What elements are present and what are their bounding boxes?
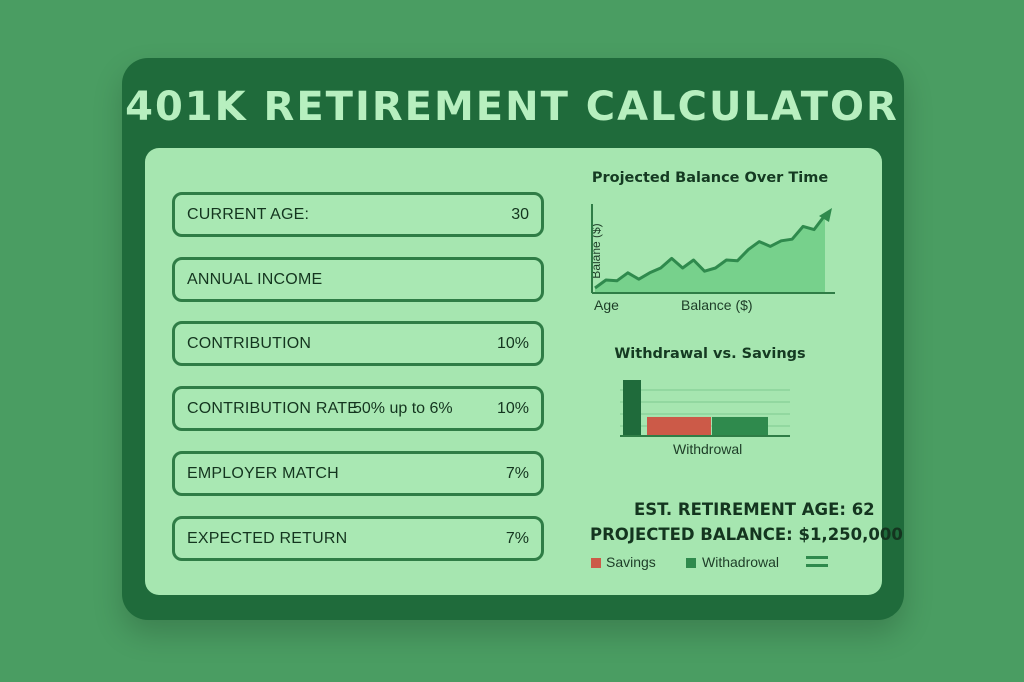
current-age-label: CURRENT AGE: [187, 206, 310, 223]
legend-withdrawal: Withadrowal [702, 554, 780, 570]
line-chart-xlabel-age: Age [594, 297, 619, 313]
contribution-label: CONTRIBUTION [187, 335, 312, 352]
retirement-age-summary: EST. RETIREMENT AGE: 62 [634, 500, 875, 519]
savings-swatch [591, 558, 601, 568]
employer-match-value: 7% [505, 465, 529, 482]
line-chart-xlabel-balance: Balance ($) [681, 297, 753, 313]
menu-line-top [806, 556, 828, 559]
contribution-field[interactable]: CONTRIBUTION 10% [172, 321, 544, 366]
contribution-rate-match: 50% up to 6% [353, 400, 453, 417]
line-chart-title: Projected Balance Over Time [591, 170, 829, 186]
contribution-rate-label: CONTRIBUTION RATE [187, 400, 359, 417]
withdrawal-swatch [686, 558, 696, 568]
withdrawal-bar-chart [620, 380, 790, 437]
menu-line-bottom [806, 564, 828, 567]
bar-chart-xlabel: Withdrowal [673, 441, 743, 457]
balance-area [595, 215, 825, 292]
bar-0 [623, 380, 641, 436]
annual-income-label: ANNUAL INCOME [187, 271, 323, 288]
arrowhead-icon [819, 208, 832, 222]
current-age-value: 30 [511, 206, 529, 223]
legend-savings: Savings [606, 554, 656, 570]
contribution-value: 10% [496, 335, 529, 352]
page-title: 401K RETIREMENT CALCULATOR [125, 84, 899, 130]
contribution-rate-value: 10% [496, 400, 529, 417]
employer-match-field[interactable]: EMPLOYER MATCH 7% [172, 451, 544, 496]
annual-income-field[interactable]: ANNUAL INCOME [172, 257, 544, 302]
expected-return-value: 7% [505, 530, 529, 547]
contribution-rate-field[interactable]: CONTRIBUTION RATE 50% up to 6% 10% [172, 386, 544, 431]
expected-return-field[interactable]: EXPECTED RETURN 7% [172, 516, 544, 561]
expected-return-label: EXPECTED RETURN [187, 530, 348, 547]
balance-area-chart [591, 204, 835, 294]
projected-balance-summary: PROJECTED BALANCE: $1,250,000 [590, 525, 903, 544]
current-age-field[interactable]: CURRENT AGE: 30 [172, 192, 544, 237]
bar-chart-title: Withdrawal vs. Savings [614, 346, 806, 362]
balance-line [594, 214, 827, 290]
employer-match-label: EMPLOYER MATCH [187, 465, 339, 482]
bar-1 [647, 416, 711, 436]
bar-2 [712, 416, 768, 436]
